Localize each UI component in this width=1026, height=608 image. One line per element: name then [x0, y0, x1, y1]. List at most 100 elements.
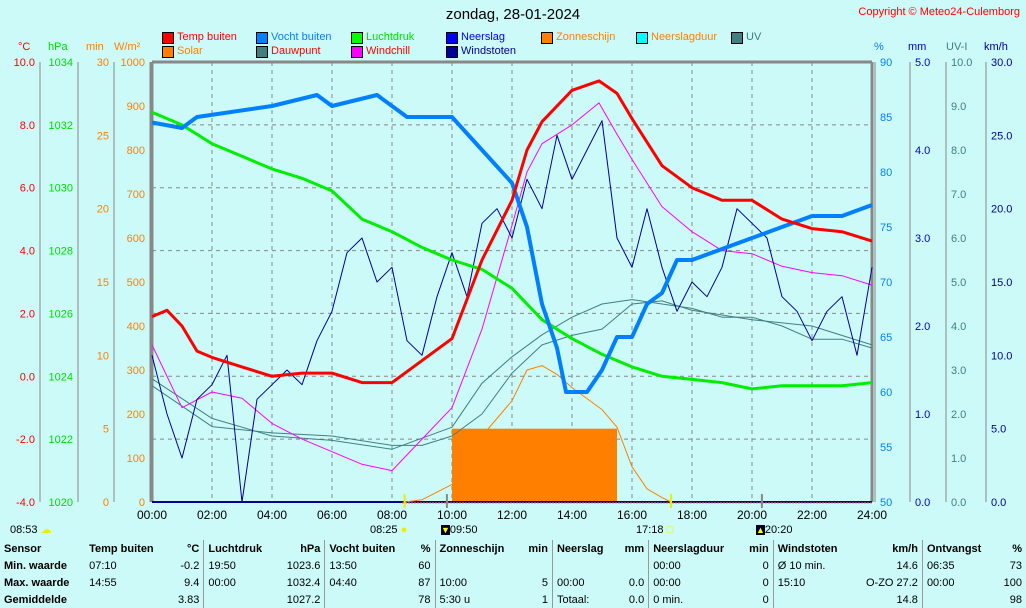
moonrise-time: 20:20 [764, 524, 793, 536]
series-windchill [151, 102, 873, 472]
moonset-time: 09:50 [449, 524, 478, 536]
stats-cell [921, 591, 996, 608]
y-tick-label-minutes: 0 [103, 497, 109, 509]
y-tick-label-pressure: 1024 [49, 371, 73, 383]
stats-header: Sensor [4, 542, 42, 555]
stats-cell: 73 [1009, 559, 1022, 572]
y-tick-label-solar: 500 [127, 277, 145, 289]
legend-label: Vocht buiten [271, 31, 332, 43]
stats-cell: 19:50 [203, 557, 277, 574]
y-tick-label-uv: 3.0 [951, 365, 966, 377]
axis-unit-humidity: % [874, 41, 884, 53]
legend-swatch [446, 45, 458, 58]
moonset-icon: ▼ [441, 525, 450, 535]
y-tick-label-minutes: 10 [97, 350, 109, 362]
moonrise-icon: ▲ [756, 525, 765, 535]
x-tick-label: 20:00 [737, 508, 767, 522]
y-tick-label-solar: 400 [127, 321, 145, 333]
stats-unit: hPa [300, 542, 321, 555]
legend-item: Vocht buiten [256, 31, 332, 44]
x-tick-label: 00:00 [137, 508, 167, 522]
y-tick-label-humidity: 75 [880, 222, 892, 234]
legend-label: Solar [177, 45, 203, 57]
y-tick-label-pressure: 1032 [49, 120, 73, 132]
y-tick-label-rain: 2.0 [915, 321, 930, 333]
stats-cell: 3.83 [177, 593, 200, 606]
stats-header-row: Sensor Temp buiten °C Luchtdruk hPa Vocht bui… [0, 540, 1026, 557]
stats-cell: Totaal: [551, 591, 617, 608]
y-tick-label-solar: 1000 [121, 57, 145, 69]
stats-cell: 100 [1003, 576, 1022, 589]
axis-unit-rain: mm [908, 41, 926, 53]
stats-header: Temp buiten [89, 542, 154, 555]
y-tick-label-humidity: 85 [880, 112, 892, 124]
stats-cell: 5:30 u [434, 591, 520, 608]
y-tick-label-wind: 0.0 [991, 497, 1006, 509]
stats-cell: 60 [418, 559, 431, 572]
y-tick-label-uv: 9.0 [951, 101, 966, 113]
stats-cell: 9.4 [184, 576, 200, 589]
x-tick-label: 12:00 [497, 508, 527, 522]
sun-icon: ● [400, 524, 408, 536]
legend-item: Neerslag [446, 31, 505, 44]
stats-cell: 06:35 [921, 557, 996, 574]
y-tick-label-rain: 4.0 [915, 145, 930, 157]
stats-cell: 1027.2 [286, 593, 321, 606]
y-tick-label-wind: 30.0 [991, 57, 1012, 69]
legend-item: Luchtdruk [351, 31, 414, 44]
stats-cell [616, 557, 649, 574]
x-tick-label: 22:00 [797, 508, 827, 522]
sunrise-time: 08:25 [370, 524, 398, 536]
stats-cell: 0 [762, 559, 769, 572]
stats-cell: 14.6 [896, 559, 918, 572]
y-tick-label-solar: 700 [127, 189, 145, 201]
marker-left: 08:53 ☁ [10, 524, 52, 536]
y-tick-label-pressure: 1020 [49, 497, 73, 509]
legend-swatch [636, 31, 648, 44]
series-solar [404, 365, 672, 503]
legend-item: Solar [162, 45, 203, 58]
y-tick-label-wind: 10.0 [991, 350, 1012, 362]
stats-cell: Gemiddelde [4, 593, 67, 606]
stats-cell: 0.0 [628, 576, 645, 589]
y-tick-label-rain: 0.0 [915, 497, 930, 509]
stats-cell: 87 [418, 576, 431, 589]
sunshine-bar [452, 428, 617, 502]
y-tick-label-uv: 0.0 [951, 497, 966, 509]
stats-cell [772, 591, 853, 608]
y-tick-label-humidity: 90 [880, 57, 892, 69]
y-tick-label-uv: 8.0 [951, 145, 966, 157]
legend-item: Windstoten [446, 45, 516, 58]
legend-label: Dauwpunt [271, 45, 321, 57]
axis-unit-uv: UV-I [946, 41, 967, 53]
y-tick-label-humidity: 80 [880, 167, 892, 179]
y-tick-label-temp: -4.0 [16, 497, 35, 509]
y-tick-label-solar: 800 [127, 145, 145, 157]
stats-unit: km/h [892, 542, 918, 555]
stats-cell [520, 557, 553, 574]
x-tick-label: 16:00 [617, 508, 647, 522]
y-tick-label-temp: 10.0 [14, 57, 35, 69]
stats-row: Max. waarde 14:55 9.4 00:00 1032.4 04:40 87 10:… [0, 574, 1026, 591]
axis-unit-minutes: min [86, 41, 104, 53]
y-tick-label-pressure: 1028 [49, 246, 73, 258]
stats-cell: 0 [762, 593, 769, 606]
marker-moonset: ▼09:50 [441, 524, 477, 536]
y-tick-label-minutes: 30 [97, 57, 109, 69]
x-tick-label: 18:00 [677, 508, 707, 522]
series-vocht-buiten [151, 93, 873, 394]
x-tick-label: 24:00 [857, 508, 887, 522]
legend-swatch [162, 31, 174, 44]
series-windstoten [151, 120, 873, 503]
stats-header: Ontvangst [921, 540, 996, 557]
legend-item: Dauwpunt [256, 45, 321, 58]
marker-sunset: 17:18 □ [636, 524, 673, 536]
stats-cell: 15:10 [772, 574, 853, 591]
legend-swatch [256, 31, 268, 44]
stats-cell: 00:00 [648, 557, 741, 574]
stats-cell: 0.0 [628, 593, 645, 606]
stats-cell: 14:55 [89, 576, 117, 589]
legend-item: Windchill [351, 45, 410, 58]
legend-item: UV [731, 31, 761, 44]
